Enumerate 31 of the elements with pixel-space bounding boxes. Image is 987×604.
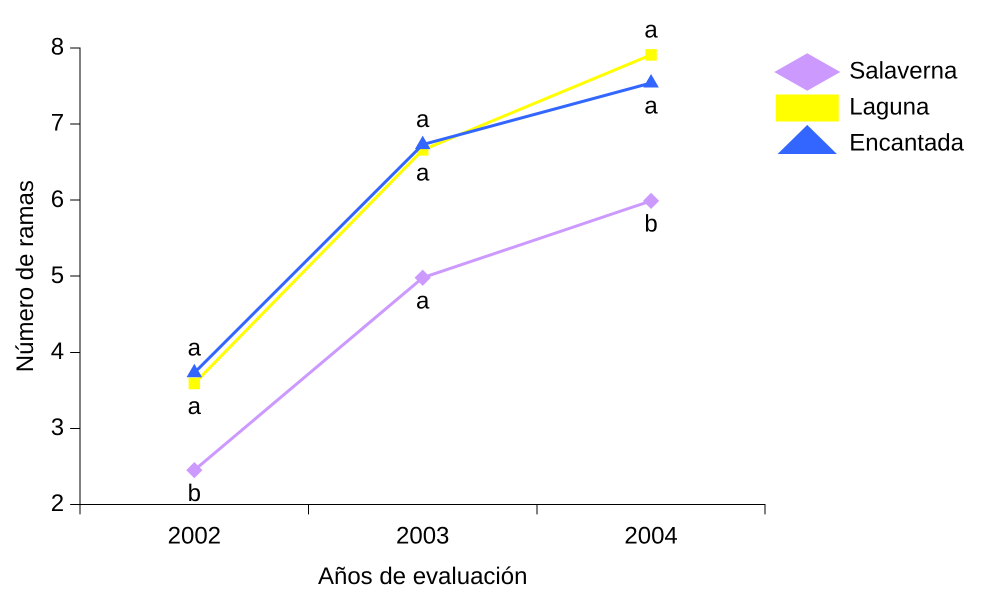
- annotation: a: [644, 92, 658, 120]
- y-tick-label: 2: [50, 490, 64, 518]
- annotation: a: [188, 334, 202, 362]
- annotation: b: [644, 210, 658, 238]
- annotation: a: [416, 160, 430, 187]
- y-tick-label: 7: [50, 110, 64, 137]
- point: [416, 137, 430, 150]
- x-tick-label: 2002: [168, 522, 222, 550]
- point: [415, 270, 430, 286]
- x-tick-label: 2003: [396, 522, 450, 550]
- legend-label: Salaverna: [849, 58, 958, 85]
- annotation: a: [188, 393, 202, 420]
- point: [188, 378, 200, 390]
- annotation: a: [416, 106, 430, 134]
- point: [644, 193, 659, 208]
- y-tick-label: 3: [50, 414, 64, 441]
- y-tick-label: 6: [50, 186, 64, 213]
- legend-label: Encantada: [849, 130, 965, 157]
- y-tick-label: 4: [50, 338, 64, 365]
- point: [186, 462, 202, 478]
- x-tick-label: 2004: [624, 522, 678, 550]
- annotation: a: [644, 16, 658, 44]
- point: [644, 75, 658, 88]
- annotation: b: [188, 480, 202, 507]
- y-tick-label: 8: [50, 34, 64, 61]
- point: [645, 49, 657, 61]
- y-tick-label: 5: [50, 262, 64, 289]
- legend-label: Laguna: [849, 94, 930, 121]
- x-axis-title: Años de evaluación: [318, 563, 528, 590]
- annotation: a: [416, 287, 430, 314]
- y-axis-title: Número de ramas: [12, 180, 40, 372]
